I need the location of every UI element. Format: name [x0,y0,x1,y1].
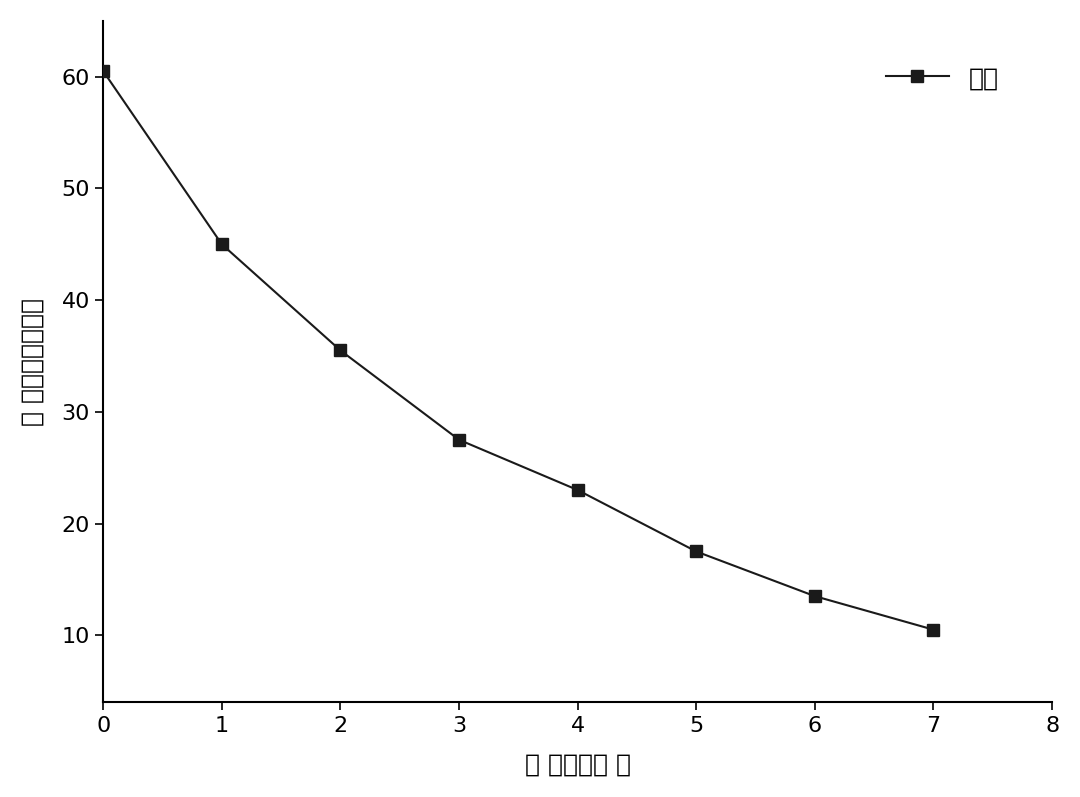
X-axis label: 时 间（小时 ）: 时 间（小时 ） [525,752,631,776]
Legend: 硬氮: 硬氮 [874,53,1011,104]
Y-axis label: 浓 度（毫克每升）: 浓 度（毫克每升） [21,297,45,426]
